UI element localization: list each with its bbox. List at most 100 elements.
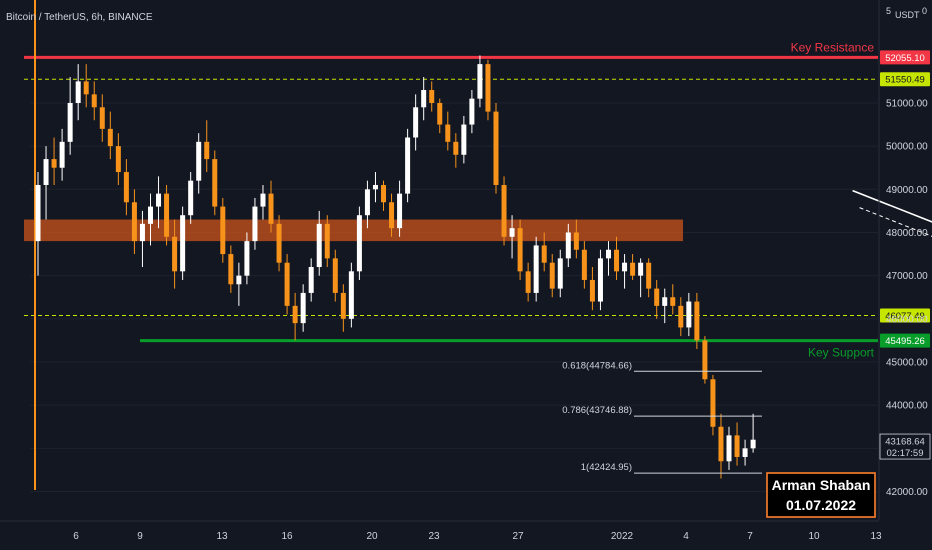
candle-body	[164, 193, 170, 237]
candle-layer	[34, 0, 756, 490]
candle-body	[622, 262, 628, 272]
candle-body	[445, 124, 451, 142]
level-price-tag	[880, 72, 930, 87]
candle-body	[718, 426, 724, 462]
candle-body	[292, 305, 298, 324]
candle-body	[252, 206, 258, 242]
candle-body	[244, 241, 250, 276]
candle-body	[405, 137, 411, 194]
y-tick-label: 50000.00	[886, 142, 928, 153]
candle-body	[59, 141, 65, 168]
candle-body	[172, 236, 178, 272]
candle-body	[356, 215, 362, 272]
candle-body	[131, 202, 137, 242]
x-tick-label: 10	[808, 531, 820, 542]
candle-body	[397, 193, 403, 229]
candle-body	[694, 301, 700, 341]
candle-body	[565, 232, 571, 259]
candle-body	[75, 81, 81, 103]
candle-body	[196, 141, 202, 181]
level-price-tag	[880, 50, 930, 65]
candle-body	[43, 159, 49, 185]
author-date: 01.07.2022	[786, 497, 856, 513]
trendline	[852, 189, 932, 223]
candle-body	[389, 202, 395, 229]
candle-body	[220, 206, 226, 255]
candle-body	[364, 189, 370, 216]
x-tick-label: 4	[683, 531, 689, 542]
author-name: Arman Shaban	[772, 477, 871, 493]
resistance-zone	[24, 219, 683, 242]
candle-body	[324, 223, 330, 259]
y-tick-label: 44000.00	[886, 401, 928, 412]
candle-body	[429, 90, 435, 103]
candle-body	[469, 98, 475, 125]
current-price-tag	[879, 433, 931, 460]
candle-body	[51, 159, 57, 168]
candle-body	[180, 215, 186, 272]
candle-body	[35, 184, 41, 242]
candle-body	[139, 223, 145, 242]
candle-body	[605, 249, 611, 259]
level-price-label: 45495.26	[885, 336, 925, 347]
candle-body	[228, 254, 234, 285]
candle-body	[541, 245, 547, 263]
x-tick-label: 13	[870, 531, 882, 542]
candle-body	[123, 172, 129, 203]
candle-body	[421, 90, 427, 108]
current-price-label: 43168.64	[885, 437, 925, 448]
axis-corner-label: 0	[922, 6, 927, 16]
candle-body	[734, 435, 740, 457]
level-price-tag	[880, 333, 930, 348]
fib-label: 1(42424.95)	[581, 462, 632, 473]
countdown-label: 02:17:59	[887, 448, 924, 459]
candle-body	[115, 146, 121, 173]
candle-body	[589, 279, 595, 302]
candle-body	[646, 262, 652, 289]
candle-body	[525, 271, 531, 293]
candle-body	[485, 64, 491, 112]
candle-body	[332, 258, 338, 293]
candle-body	[726, 435, 732, 462]
x-tick-label: 7	[747, 531, 753, 542]
x-tick-label: 23	[428, 531, 440, 542]
y-tick-label: 48000.00	[886, 228, 928, 239]
candle-body	[573, 232, 579, 250]
candle-body	[517, 228, 523, 272]
candle-body	[300, 292, 306, 324]
author-box	[766, 472, 876, 518]
candle-body	[533, 245, 539, 293]
y-tick-label: 46000.00	[886, 314, 928, 325]
candle-body	[597, 258, 603, 302]
x-tick-label: 20	[366, 531, 378, 542]
y-tick-label: 51000.00	[886, 98, 928, 109]
candle-body	[630, 262, 636, 276]
candle-body	[678, 305, 684, 328]
candle-body	[156, 193, 162, 207]
candle-body	[316, 223, 322, 268]
candle-body	[581, 249, 587, 280]
candle-body	[276, 223, 282, 263]
candle-body	[340, 292, 346, 319]
zone-layer	[24, 219, 683, 242]
x-tick-label: 13	[216, 531, 228, 542]
candle-body	[147, 206, 153, 224]
candle-body	[107, 128, 113, 147]
y-tick-label: 42000.00	[886, 487, 928, 498]
annotation-layer: 0.618(44784.66) 0.786(43746.88) 1(42424.95…	[562, 189, 932, 518]
x-tick-label: 9	[137, 531, 143, 542]
candle-body	[413, 107, 419, 138]
candle-body	[437, 102, 443, 125]
x-tick-label: 16	[281, 531, 293, 542]
currency-label: USDT	[895, 10, 920, 20]
axis-corner-label: 5	[886, 6, 891, 16]
candle-body	[83, 81, 89, 95]
candle-body	[557, 258, 563, 289]
candle-body	[236, 275, 242, 285]
candle-body	[212, 159, 218, 207]
candle-body	[260, 193, 266, 207]
candle-body	[710, 379, 716, 427]
fib-label: 0.618(44784.66)	[562, 360, 632, 371]
y-tick-label: 49000.00	[886, 185, 928, 196]
